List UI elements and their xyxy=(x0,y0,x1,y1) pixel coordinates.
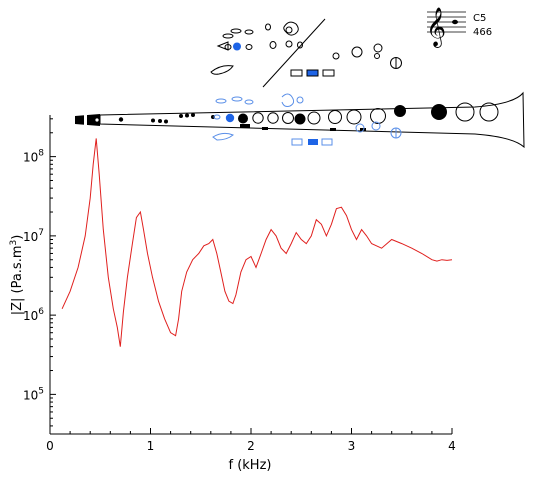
tone-hole xyxy=(455,102,475,122)
y-axis-title-sup: 3 xyxy=(9,240,19,246)
tone-hole xyxy=(431,104,447,120)
axes: 0 1 2 3 4 105 106 107 108 xyxy=(23,115,456,453)
overlay-hole xyxy=(371,121,381,131)
note-frequency: 466 xyxy=(473,27,492,38)
overlay-pad xyxy=(321,138,333,146)
x-ticks: 0 1 2 3 4 xyxy=(46,428,456,453)
y-tick-label: 107 xyxy=(23,228,44,244)
y-tick-label: 106 xyxy=(23,307,44,323)
y-axis-title: |Z| (Pa.s.m3) xyxy=(9,235,25,316)
key-dot xyxy=(179,114,183,118)
y-axis-title-tail: ) xyxy=(10,235,25,240)
overlay-pad xyxy=(291,138,303,146)
key-dot xyxy=(164,119,168,124)
tone-hole xyxy=(370,108,386,124)
tone-hole xyxy=(238,113,248,124)
y-tick-label: 105 xyxy=(23,386,44,402)
overlay-key xyxy=(212,132,234,141)
clarinet-illustration xyxy=(75,91,525,149)
side-keys xyxy=(262,127,402,139)
overlay-key-cluster xyxy=(281,93,295,107)
overlay-key xyxy=(296,96,304,104)
tone-hole xyxy=(479,102,499,122)
fingering-hole xyxy=(374,53,380,59)
fingering-overlay xyxy=(212,93,381,146)
overlay-key xyxy=(244,99,254,105)
fingering-key xyxy=(265,23,271,31)
tone-hole xyxy=(267,112,279,124)
key-dot xyxy=(191,113,195,117)
fingering-key xyxy=(230,28,242,34)
treble-clef-icon: 𝄞 xyxy=(426,7,446,48)
tone-hole xyxy=(394,105,406,117)
fingering-hole xyxy=(332,52,340,60)
fingering-selected-key xyxy=(233,42,241,51)
key-dot xyxy=(118,117,124,122)
fingering-pad xyxy=(322,69,335,77)
key-dot xyxy=(158,119,162,123)
key-dot xyxy=(151,118,155,123)
fingering-divider xyxy=(262,18,326,88)
overlay-key xyxy=(215,98,227,104)
key-dot xyxy=(185,113,189,118)
fingering-selected-pad xyxy=(306,69,319,77)
overlay-key xyxy=(213,114,221,120)
key-pad xyxy=(240,124,250,128)
clarinet-body xyxy=(99,91,525,149)
mouthpiece-band xyxy=(84,114,87,127)
fingering-key xyxy=(216,41,229,51)
mouthpiece-dot xyxy=(95,118,99,122)
note-name: C5 xyxy=(473,13,486,24)
x-tick-label: 1 xyxy=(147,439,155,453)
fingering-hole xyxy=(373,43,383,53)
x-tick-label: 4 xyxy=(448,439,456,453)
y-tick-label: 108 xyxy=(23,149,44,165)
fingering-key-cluster xyxy=(283,21,299,36)
fingering-pad xyxy=(290,69,303,77)
fingering-key xyxy=(224,44,232,50)
side-key xyxy=(360,128,366,131)
tone-hole xyxy=(328,110,342,124)
music-staff: 𝄞 C5 466 xyxy=(426,7,492,48)
selected-pad xyxy=(308,139,318,145)
note-head-icon xyxy=(452,19,458,25)
x-tick-label: 0 xyxy=(46,439,54,453)
side-key xyxy=(330,128,336,131)
fingering-hole xyxy=(351,46,363,58)
selected-hole xyxy=(225,113,235,123)
tone-hole xyxy=(294,113,306,125)
x-tick-label: 3 xyxy=(348,439,356,453)
fingering-diagram xyxy=(210,18,402,88)
fingering-key xyxy=(222,33,234,39)
tone-hole xyxy=(346,109,362,125)
side-key xyxy=(262,127,268,130)
y-ticks: 105 106 107 108 xyxy=(23,118,56,427)
fingering-key xyxy=(210,65,234,75)
clarinet-mouthpiece xyxy=(75,114,100,126)
tone-holes xyxy=(225,102,499,125)
y-axis-title-main: |Z| (Pa.s.m xyxy=(10,246,25,316)
fingering-key xyxy=(297,41,303,49)
tone-hole xyxy=(307,111,321,125)
fingering-key xyxy=(245,44,253,50)
x-tick-label: 2 xyxy=(247,439,255,453)
fingering-key xyxy=(285,40,293,48)
x-axis-title: f (kHz) xyxy=(229,458,272,473)
series-line xyxy=(61,138,453,347)
overlay-hole xyxy=(355,123,365,133)
fingering-key xyxy=(285,26,293,34)
overlay-key xyxy=(231,96,243,102)
tone-hole xyxy=(282,112,294,124)
tone-hole xyxy=(252,112,264,124)
fingering-key xyxy=(244,29,254,35)
fingering-key xyxy=(269,41,277,49)
